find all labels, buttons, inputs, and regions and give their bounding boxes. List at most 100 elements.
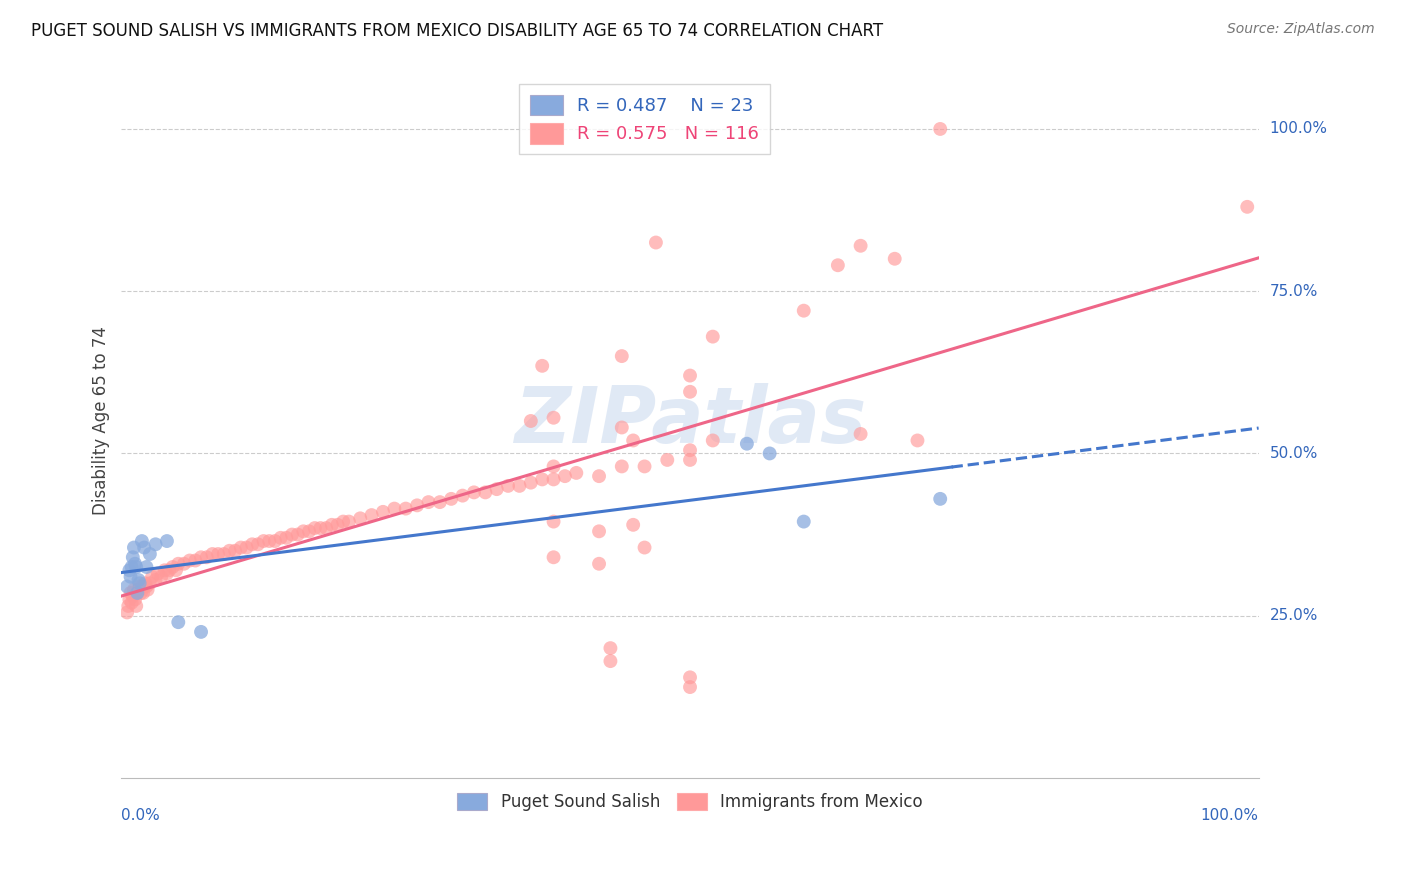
Point xyxy=(127,586,149,600)
Y-axis label: Disability Age 65 to 74: Disability Age 65 to 74 xyxy=(93,326,110,516)
Point xyxy=(360,508,382,522)
Point xyxy=(508,479,530,493)
Point xyxy=(463,485,485,500)
Point xyxy=(645,235,668,250)
Point xyxy=(588,469,610,483)
Point xyxy=(128,582,150,597)
Point xyxy=(382,501,405,516)
Point xyxy=(131,534,153,549)
Point xyxy=(128,573,150,587)
Point xyxy=(124,557,146,571)
Point xyxy=(121,560,143,574)
Point xyxy=(485,482,508,496)
Point xyxy=(240,537,263,551)
Point xyxy=(758,446,780,460)
Point xyxy=(633,459,655,474)
Point xyxy=(440,491,463,506)
Point xyxy=(321,517,343,532)
Point xyxy=(134,576,156,591)
Point xyxy=(531,472,554,486)
Point xyxy=(588,557,610,571)
Point xyxy=(167,615,190,630)
Point xyxy=(883,252,905,266)
Text: PUGET SOUND SALISH VS IMMIGRANTS FROM MEXICO DISABILITY AGE 65 TO 74 CORRELATION: PUGET SOUND SALISH VS IMMIGRANTS FROM ME… xyxy=(31,22,883,40)
Point xyxy=(124,592,146,607)
Point xyxy=(599,654,621,668)
Point xyxy=(141,570,163,584)
Point xyxy=(520,475,543,490)
Point xyxy=(520,414,543,428)
Point xyxy=(167,557,190,571)
Point xyxy=(125,599,148,613)
Point xyxy=(565,466,588,480)
Point xyxy=(315,521,337,535)
Point xyxy=(332,515,354,529)
Point xyxy=(162,560,184,574)
Point xyxy=(156,534,179,549)
Point xyxy=(118,592,141,607)
Point xyxy=(543,550,565,565)
Point xyxy=(150,570,173,584)
Point xyxy=(281,527,304,541)
Text: 100.0%: 100.0% xyxy=(1270,121,1327,136)
Point xyxy=(115,579,138,593)
Point xyxy=(121,550,143,565)
Point xyxy=(165,563,187,577)
Point xyxy=(406,499,429,513)
Point xyxy=(702,434,724,448)
Legend: Puget Sound Salish, Immigrants from Mexico: Puget Sound Salish, Immigrants from Mexi… xyxy=(449,785,931,820)
Point xyxy=(554,469,576,483)
Point xyxy=(793,515,815,529)
Point xyxy=(157,563,180,577)
Point xyxy=(610,459,633,474)
Point xyxy=(246,537,269,551)
Point xyxy=(907,434,929,448)
Point xyxy=(184,553,207,567)
Point xyxy=(118,563,141,577)
Point xyxy=(136,582,159,597)
Point xyxy=(395,501,418,516)
Point xyxy=(264,534,287,549)
Point xyxy=(349,511,371,525)
Point xyxy=(657,453,679,467)
Point xyxy=(1236,200,1258,214)
Point xyxy=(929,122,952,136)
Point xyxy=(735,436,758,450)
Point xyxy=(145,573,167,587)
Point xyxy=(195,550,218,565)
Point xyxy=(218,543,240,558)
Text: 25.0%: 25.0% xyxy=(1270,608,1317,624)
Point xyxy=(229,541,252,555)
Point xyxy=(496,479,519,493)
Point xyxy=(429,495,451,509)
Point xyxy=(418,495,440,509)
Point xyxy=(190,550,212,565)
Point xyxy=(827,258,849,272)
Point xyxy=(610,349,633,363)
Point xyxy=(543,515,565,529)
Point xyxy=(122,582,145,597)
Point xyxy=(599,641,621,656)
Point xyxy=(120,570,142,584)
Text: ZIPatlas: ZIPatlas xyxy=(515,383,866,459)
Point xyxy=(474,485,496,500)
Point xyxy=(679,670,702,684)
Point xyxy=(131,579,153,593)
Point xyxy=(304,521,326,535)
Point xyxy=(115,606,138,620)
Point xyxy=(543,410,565,425)
Point xyxy=(679,453,702,467)
Point xyxy=(125,560,148,574)
Text: 50.0%: 50.0% xyxy=(1270,446,1317,461)
Point xyxy=(793,303,815,318)
Point xyxy=(120,586,142,600)
Point xyxy=(121,589,143,603)
Point xyxy=(122,541,145,555)
Point xyxy=(139,547,162,561)
Point xyxy=(543,472,565,486)
Point xyxy=(337,515,360,529)
Point xyxy=(153,563,176,577)
Point xyxy=(588,524,610,539)
Point xyxy=(929,491,952,506)
Point xyxy=(201,547,224,561)
